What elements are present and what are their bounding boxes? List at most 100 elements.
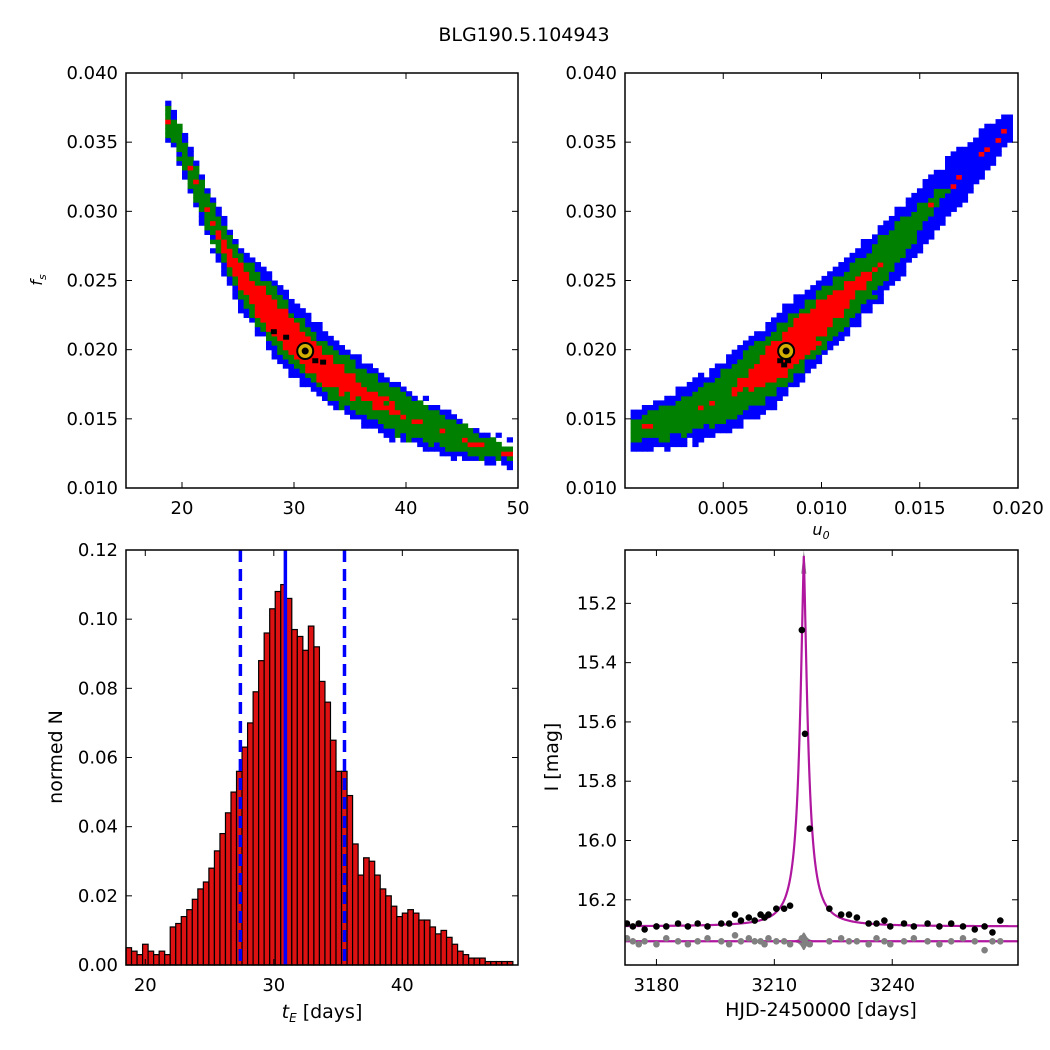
sigma2-cell [277, 294, 284, 300]
residual-point [765, 935, 772, 942]
sigma2-cell [210, 239, 217, 245]
sigma2-cell [294, 358, 301, 365]
sigma2-cell [355, 368, 362, 374]
histogram-bar [473, 957, 481, 966]
sigma2-cell [428, 437, 435, 443]
sigma2-cell [355, 409, 362, 415]
sigma2-cell [484, 441, 491, 448]
sigma2-cell [866, 262, 873, 268]
residual-point [625, 935, 631, 942]
sigma2-cell [894, 243, 901, 249]
sigma2-cell [383, 391, 390, 397]
sigma2-cell [445, 418, 452, 425]
histogram-bar [197, 888, 204, 966]
sigma3-cell [742, 409, 750, 415]
sigma1-cell [810, 331, 817, 337]
sigma1-cell [305, 363, 312, 369]
sigma2-cell [305, 372, 312, 378]
sigma3-cell [945, 156, 952, 162]
sigma3-cell [832, 271, 839, 277]
sigma3-cell [697, 377, 705, 383]
histogram-bar [440, 929, 448, 966]
sigma2-cell [271, 285, 278, 291]
sigma3-cell [821, 349, 828, 355]
sigma2-cell [641, 418, 649, 425]
sigma3-cell [636, 446, 643, 452]
sigma3-cell [355, 414, 362, 420]
residual-point [773, 937, 780, 945]
sigma2-cell [849, 275, 856, 282]
sigma3-cell [703, 428, 710, 434]
sigma1-cell [787, 363, 795, 369]
sigma1-cell [737, 386, 744, 392]
sigma3-cell [445, 451, 452, 457]
histogram-bar [318, 680, 326, 966]
sigma1-cell [742, 381, 750, 388]
sigma1-cell [759, 381, 766, 388]
sigma2-cell [215, 225, 222, 231]
sigma2-cell [378, 409, 385, 415]
sigma2-cell [450, 423, 457, 429]
sigma3-cell [221, 220, 228, 226]
sigma2-cell [198, 179, 205, 185]
sigma2-cell [350, 400, 357, 406]
sigma2-cell [815, 349, 823, 355]
sigma3-cell [765, 400, 772, 406]
sigma2-cell [310, 377, 317, 383]
sigma3-cell [266, 271, 273, 277]
histogram-bar [125, 947, 133, 966]
sigma1-cell [372, 405, 379, 411]
sigma3-cell [422, 446, 429, 452]
sigma2-cell [703, 400, 710, 406]
sigma3-cell [984, 156, 991, 162]
sigma3-cell [838, 266, 845, 272]
sigma1-cell [804, 335, 811, 342]
sigma3-cell [810, 294, 817, 300]
sigma1-cell [793, 345, 800, 351]
sigma1-cell [804, 312, 811, 318]
y-tick-label: 0.040 [565, 63, 617, 84]
sigma1-cell [770, 372, 778, 378]
sigma3-cell [726, 354, 733, 360]
sigma3-cell [821, 280, 828, 286]
sigma2-cell [827, 285, 834, 291]
sigma3-cell [742, 340, 750, 346]
sigma1-cell [770, 368, 778, 374]
y-tick-label: 0.030 [565, 201, 617, 222]
sigma1-cell [782, 372, 789, 378]
sigma1-cell [815, 326, 823, 332]
sigma2-cell [759, 349, 766, 355]
sigma2-cell [193, 188, 200, 194]
sigma2-cell [277, 345, 284, 351]
sigma2-cell [669, 418, 677, 425]
sigma2-cell [720, 391, 727, 397]
sigma2-cell [378, 418, 385, 425]
sigma2-cell [703, 395, 710, 401]
sigma2-cell [260, 280, 267, 286]
sigma2-cell [394, 386, 401, 392]
sigma2-cell [226, 239, 233, 245]
sigma2-cell [720, 409, 727, 415]
sigma2-cell [692, 391, 699, 397]
sigma1-cell [361, 395, 368, 401]
sigma1-cell [473, 441, 480, 448]
sigma3-cell [827, 271, 834, 277]
sigma2-cell [204, 202, 211, 208]
sigma3-cell [810, 358, 817, 365]
sigma3-cell [316, 386, 323, 392]
sigma1-cell [372, 395, 379, 401]
sigma2-cell [832, 280, 839, 286]
sigma3-cell [327, 340, 334, 346]
sigma1-cell [810, 308, 817, 314]
sigma2-cell [726, 391, 733, 397]
sigma3-cell [973, 160, 980, 166]
sigma3-cell [439, 446, 446, 452]
sigma2-cell [911, 215, 918, 222]
histogram-bar [363, 857, 370, 966]
sigma2-cell [187, 179, 194, 185]
sigma1-cell [843, 294, 851, 300]
sigma3-cell [860, 308, 868, 314]
sigma2-cell [277, 340, 284, 346]
sigma2-cell [754, 345, 761, 351]
sigma3-cell [490, 460, 497, 466]
